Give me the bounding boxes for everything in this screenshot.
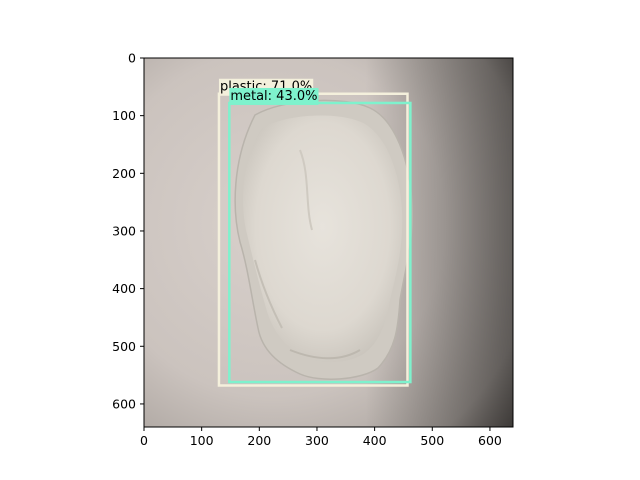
x-tick-label: 400 xyxy=(363,433,387,448)
x-tick-label: 500 xyxy=(420,433,444,448)
photo xyxy=(144,58,513,427)
y-tick-label: 500 xyxy=(112,339,136,354)
x-tick-label: 600 xyxy=(478,433,502,448)
x-tick-label: 0 xyxy=(140,433,148,448)
x-tick-label: 200 xyxy=(247,433,271,448)
plate-crease xyxy=(254,259,283,329)
plate-crease xyxy=(289,349,361,360)
detection-boxes: plastic: 71.0%metal: 43.0% xyxy=(217,78,412,387)
detection-label-background xyxy=(229,87,319,105)
detection-box xyxy=(228,101,412,384)
plate-crease xyxy=(299,149,313,231)
y-tick-label: 400 xyxy=(112,281,136,296)
plate-inner xyxy=(243,115,403,363)
axes-frame xyxy=(143,57,514,428)
y-tick-label: 200 xyxy=(112,166,136,181)
y-tick-label: 100 xyxy=(112,108,136,123)
x-tick-label: 100 xyxy=(190,433,214,448)
y-tick-label: 600 xyxy=(112,396,136,411)
x-axis: 0 100 200 300 400 500 600 xyxy=(140,427,502,448)
y-tick-label: 300 xyxy=(112,223,136,238)
y-axis: 0 100 200 300 400 500 600 xyxy=(112,51,144,411)
detection-label: metal: 43.0% xyxy=(230,89,317,104)
x-tick-label: 300 xyxy=(305,433,329,448)
y-tick-label: 0 xyxy=(128,51,136,66)
